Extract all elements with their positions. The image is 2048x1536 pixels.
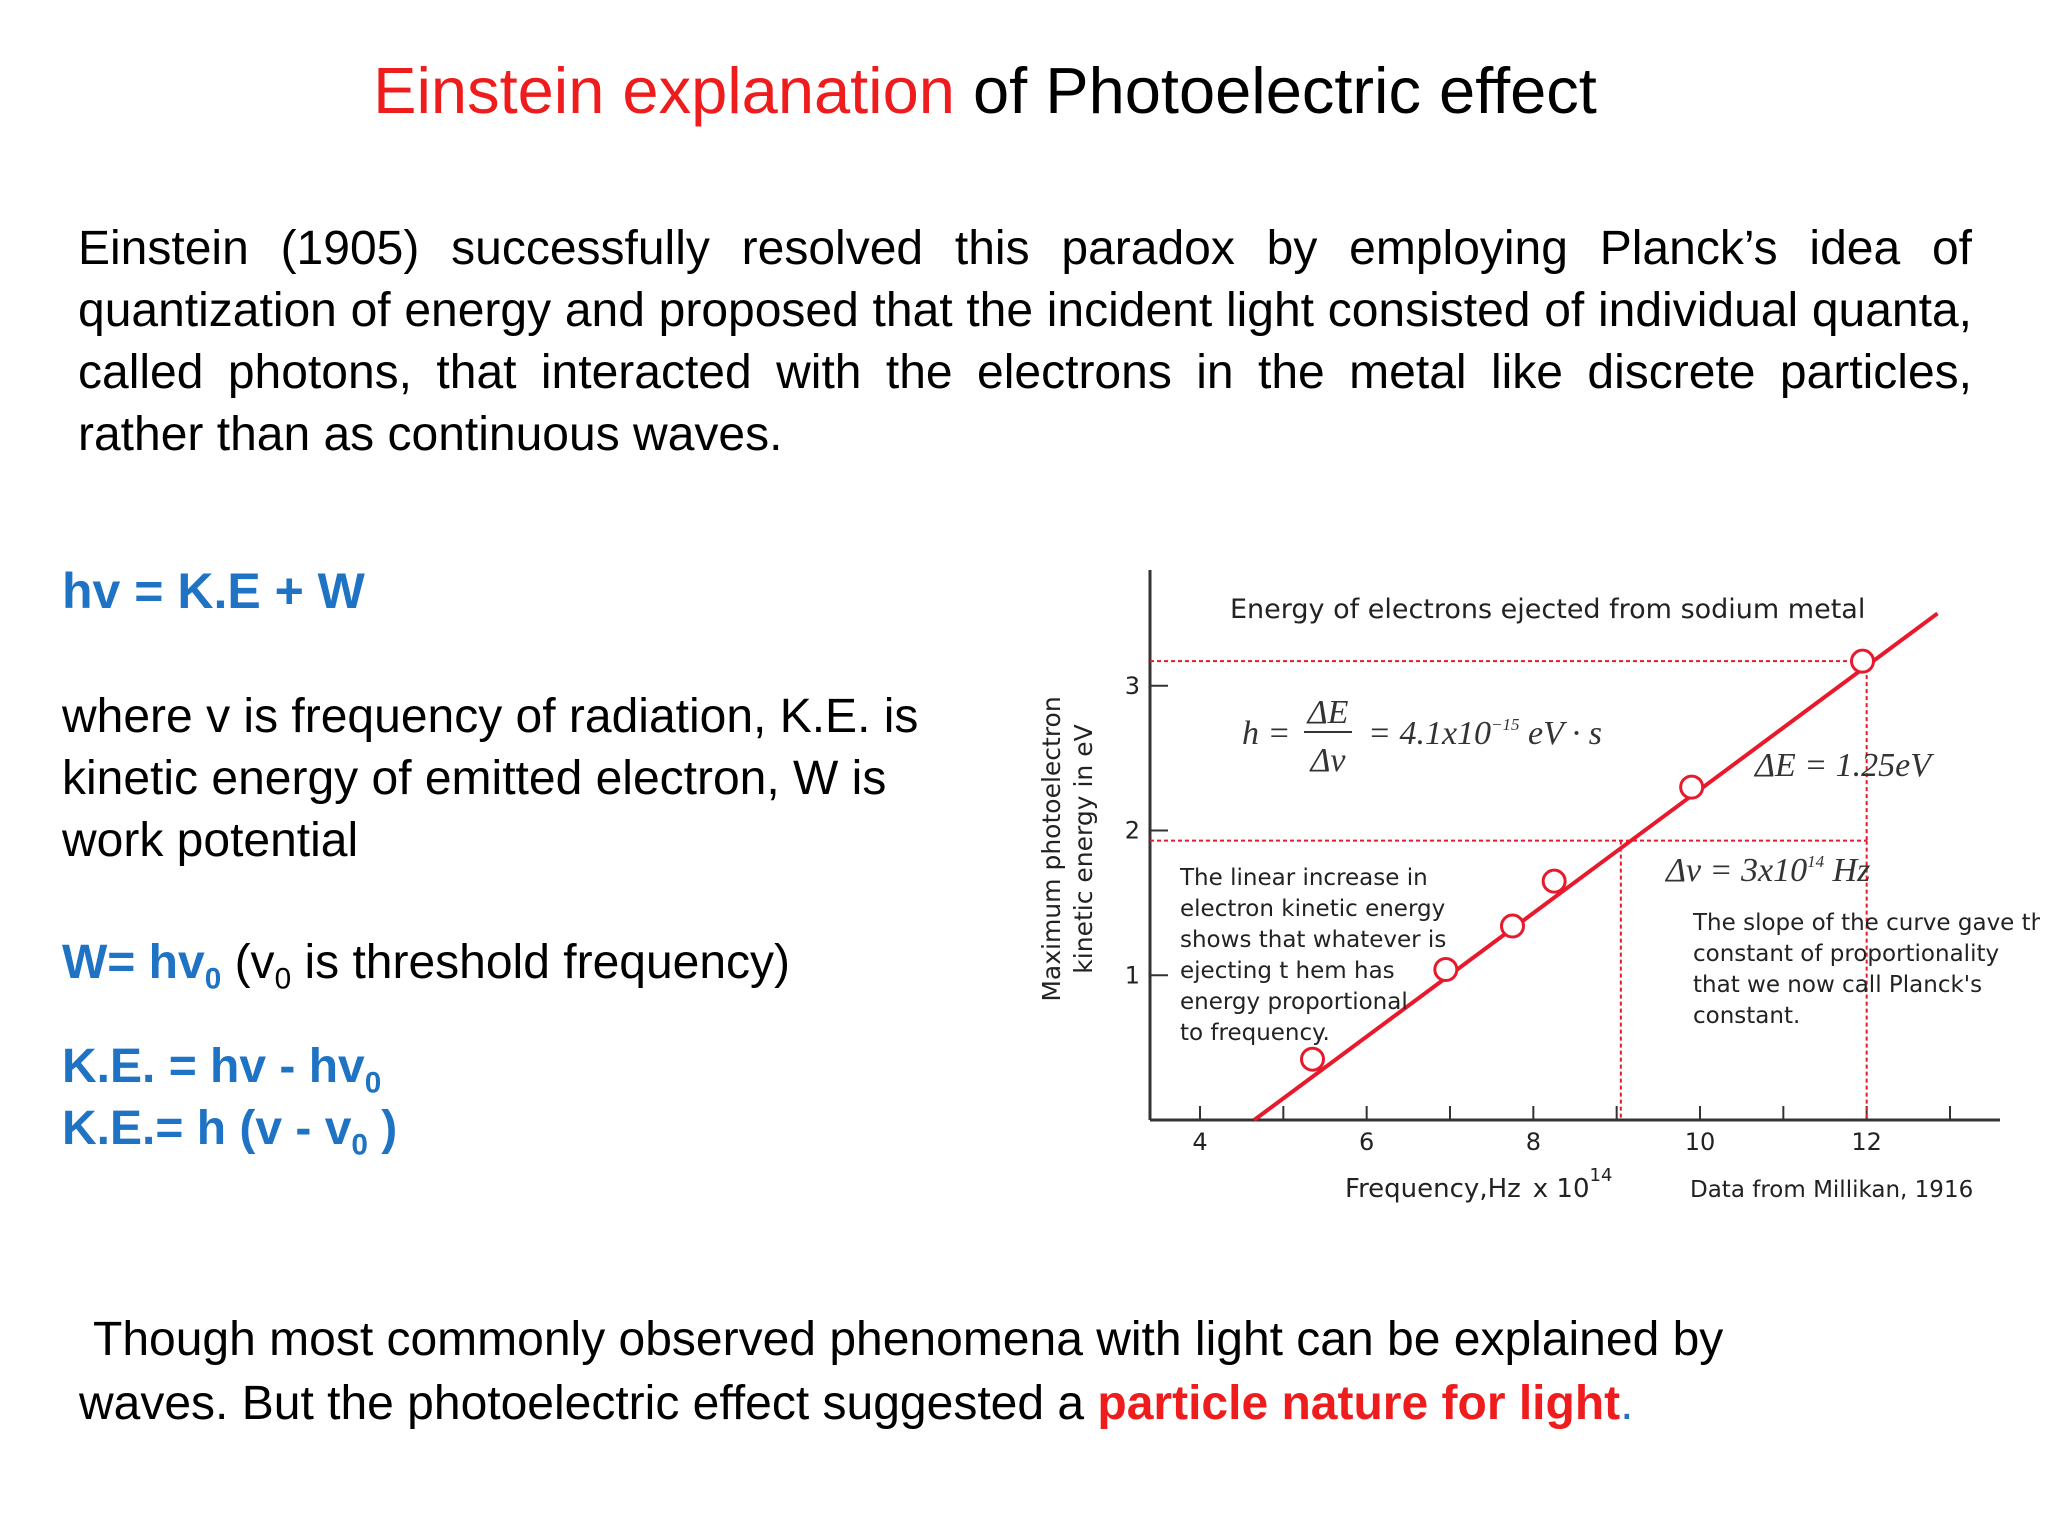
work-eq-sub: 0	[204, 962, 222, 996]
where-line-1: where v is frequency of radiation, K.E. …	[62, 690, 919, 743]
main-equation: hv = K.E + W	[62, 563, 365, 619]
title-highlight: Einstein explanation	[373, 54, 955, 127]
delta-v-label: Δv = 3x1014 Hz	[1664, 852, 1870, 889]
chart-title: Energy of electrons ejected from sodium …	[1230, 594, 1865, 625]
note-left-line: shows that whatever is	[1180, 927, 1446, 953]
note-right-line: constant.	[1693, 1003, 1800, 1029]
note-right-line: The slope of the curve gave the	[1692, 910, 2040, 936]
data-point	[1433, 956, 1459, 982]
slide-title: Einstein explanation of Photoelectric ef…	[0, 52, 1970, 130]
ke2-close: )	[367, 1102, 398, 1155]
x-axis-label: Frequency,Hz x 1014	[1345, 1165, 1612, 1204]
note-left-line: electron kinetic energy	[1180, 896, 1445, 922]
work-note-sub: 0	[274, 962, 292, 996]
ke-equation-1: K.E. = hv - hv0	[62, 1036, 381, 1098]
formula-lhs: h =	[1242, 715, 1290, 752]
note-right-line: that we now call Planck's	[1693, 972, 1982, 998]
note-left-line: energy proportional	[1180, 989, 1408, 1015]
work-note-rest: is threshold frequency)	[291, 936, 791, 989]
x-tick-label: 8	[1526, 1128, 1541, 1156]
bottom-line-2-start: waves. But the photoelectric effect sugg…	[79, 1377, 1098, 1430]
data-point	[1850, 648, 1875, 674]
ke1-main: K.E. = hv - hv	[62, 1040, 365, 1093]
note-left-line: to frequency.	[1180, 1020, 1330, 1046]
bottom-line-2: waves. But the photoelectric effect sugg…	[79, 1372, 1973, 1436]
ke-equation-2: K.E.= h (v - v0 )	[62, 1098, 397, 1160]
note-left-line: ejecting t hem has	[1180, 958, 1395, 984]
y-tick-label: 1	[1125, 961, 1140, 989]
y-tick-label: 3	[1125, 672, 1140, 700]
bottom-paragraph: Though most commonly observed phenomena …	[79, 1308, 1973, 1436]
y-axis-label-1: Maximum photoelectron	[1037, 696, 1066, 1001]
x-tick-label: 12	[1851, 1128, 1882, 1156]
x-tick-label: 10	[1685, 1128, 1716, 1156]
data-point	[1679, 774, 1705, 800]
formula-denominator: Δv	[1308, 742, 1346, 779]
bottom-line-1: Though most commonly observed phenomena …	[93, 1313, 1724, 1366]
y-axis-label-2: kinetic energy in eV	[1069, 724, 1098, 973]
x-tick-label: 6	[1359, 1128, 1374, 1156]
note-left-line: The linear increase in	[1179, 865, 1428, 891]
ke1-sub: 0	[364, 1066, 382, 1100]
note-right: The slope of the curve gave the constant …	[1692, 910, 2040, 1029]
ke2-sub: 0	[351, 1128, 368, 1162]
bottom-period: .	[1620, 1377, 1634, 1430]
title-rest: of Photoelectric effect	[954, 54, 1597, 127]
note-right-line: constant of proportionality	[1693, 941, 1999, 967]
work-eq-main: W= hv	[62, 936, 205, 989]
data-source: Data from Millikan, 1916	[1690, 1177, 1973, 1203]
where-line-3: work potential	[62, 814, 359, 867]
where-line-2: kinetic energy of emitted electron, W is	[62, 752, 887, 805]
work-note-open: (v	[221, 936, 275, 989]
delta-e-label: ΔE = 1.25eV	[1753, 747, 1935, 784]
x-tick-label: 4	[1192, 1128, 1207, 1156]
intro-paragraph: Einstein (1905) successfully resolved th…	[78, 222, 1972, 461]
ke2-main: K.E.= h (v - v	[62, 1102, 352, 1155]
data-point	[1300, 1046, 1325, 1072]
y-tick-label: 2	[1125, 817, 1140, 845]
particle-nature-highlight: particle nature for light	[1097, 1377, 1621, 1430]
fit-line	[1252, 611, 1939, 1122]
data-point	[1541, 868, 1567, 894]
note-left: The linear increase in electron kinetic e…	[1179, 865, 1446, 1046]
work-equation: W= hv0 (v0 is threshold frequency)	[62, 932, 790, 994]
formula-rhs: = 4.1x10−15 eV · s	[1368, 715, 1602, 752]
data-point	[1500, 913, 1525, 939]
formula-numerator: ΔE	[1306, 694, 1349, 731]
